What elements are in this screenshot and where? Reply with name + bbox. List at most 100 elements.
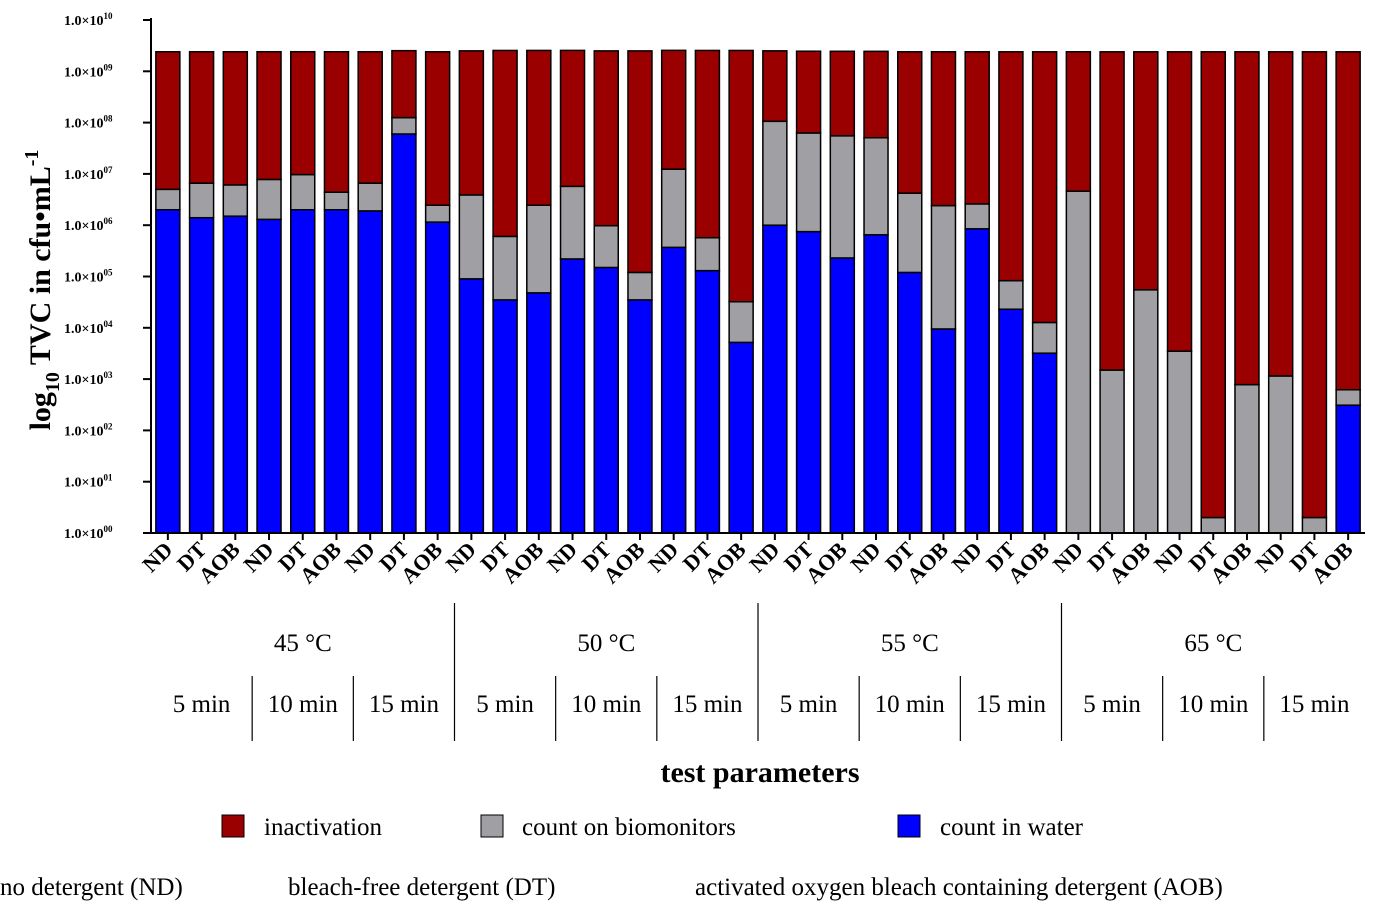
- bar-segment-inactivation: [1200, 51, 1226, 519]
- x-tick-label: ND: [643, 537, 683, 577]
- bar-segment-count-on-biomonitors: [1031, 321, 1058, 354]
- temperature-group-label: 55 °C: [881, 630, 939, 657]
- bar-segment-count-in-water: [694, 269, 721, 534]
- x-tick-label: AOB: [497, 537, 549, 589]
- y-tick-label: 1.0×1007: [64, 165, 113, 183]
- temperature-group-label: 65 °C: [1184, 630, 1242, 657]
- bar-segment-inactivation: [222, 50, 249, 186]
- bar-segment-inactivation: [290, 50, 316, 176]
- bar-segment-count-in-water: [424, 221, 451, 534]
- y-tick-label: 1.0×1009: [64, 62, 113, 80]
- bar-segment-count-on-biomonitors: [222, 184, 249, 217]
- bar-segment-inactivation: [323, 51, 350, 193]
- time-group-label: 10 min: [875, 691, 946, 718]
- bar-segment-inactivation: [694, 49, 721, 239]
- bar-segment-count-in-water: [155, 209, 181, 534]
- bar-segment-count-on-biomonitors: [1301, 516, 1328, 534]
- bar-segment-count-on-biomonitors: [627, 271, 653, 301]
- bar-segment-inactivation: [188, 50, 215, 184]
- footnote-aob: activated oxygen bleach containing deter…: [695, 874, 1223, 901]
- bar-segment-count-on-biomonitors: [391, 116, 417, 135]
- x-tick-label: ND: [845, 537, 885, 577]
- x-axis-title: test parameters: [660, 756, 859, 789]
- bar-segment-inactivation: [559, 49, 586, 188]
- time-group-label: 10 min: [571, 691, 642, 718]
- bar-segment-inactivation: [627, 50, 653, 274]
- bar-segment-count-on-biomonitors: [728, 301, 754, 344]
- x-tick-label: AOB: [902, 537, 954, 589]
- bar-segment-inactivation: [1335, 51, 1361, 391]
- bar-segment-count-on-biomonitors: [829, 135, 856, 259]
- footnote-dt: bleach-free detergent (DT): [288, 874, 555, 901]
- legend: inactivation count on biomonitors count …: [221, 814, 1084, 841]
- x-tick-label: ND: [340, 537, 380, 577]
- x-tick-label: ND: [1250, 537, 1290, 577]
- bar-segment-inactivation: [1099, 51, 1125, 371]
- bar-segment-inactivation: [998, 51, 1024, 282]
- bar-segment-count-on-biomonitors: [1267, 375, 1294, 534]
- bar-segment-inactivation: [593, 50, 619, 227]
- group-labels: 45 °C 50 °C 55 °C 65 °C 5 min 10 min 15 min 5 m…: [173, 603, 1350, 741]
- bar-segment-inactivation: [424, 51, 451, 206]
- bar-segment-count-on-biomonitors: [1335, 389, 1361, 406]
- bar-segment-count-in-water: [290, 209, 316, 534]
- y-tick-label: 1.0×1000: [64, 524, 113, 542]
- bar-segment-count-in-water: [458, 278, 485, 534]
- bar-segment-count-in-water: [897, 271, 923, 534]
- bar-segment-count-on-biomonitors: [559, 185, 586, 260]
- bar-segment-count-on-biomonitors: [998, 279, 1024, 310]
- y-tick-label: 1.0×1008: [64, 114, 113, 132]
- footnotes: no detergent (ND) bleach-free detergent …: [0, 874, 1223, 901]
- time-group-label: 5 min: [780, 691, 838, 718]
- x-tick-label: ND: [947, 537, 987, 577]
- bar-segment-count-in-water: [323, 209, 350, 534]
- bar-segment-inactivation: [1065, 51, 1092, 192]
- bar-segment-inactivation: [660, 49, 687, 170]
- x-tick-label: AOB: [598, 537, 650, 589]
- bar-segment-count-on-biomonitors: [458, 194, 485, 280]
- time-group-label: 10 min: [1178, 691, 1249, 718]
- bars-layer: [155, 49, 1361, 534]
- bar-segment-inactivation: [762, 50, 788, 123]
- x-tick-label: ND: [744, 537, 784, 577]
- footnote-nd: no detergent (ND): [0, 874, 183, 901]
- bar-segment-count-on-biomonitors: [323, 191, 350, 211]
- bar-segment-inactivation: [155, 51, 181, 191]
- x-tick-label: AOB: [1104, 537, 1156, 589]
- x-tick-labels: NDDTAOBNDDTAOBNDDTAOBNDDTAOBNDDTAOBNDDTA…: [137, 537, 1358, 589]
- legend-label-biomonitors: count on biomonitors: [522, 814, 736, 841]
- x-tick-label: ND: [238, 537, 278, 577]
- bar-segment-count-on-biomonitors: [155, 188, 181, 211]
- bar-segment-count-on-biomonitors: [1234, 383, 1260, 534]
- bar-segment-count-on-biomonitors: [863, 137, 889, 236]
- time-group-label: 5 min: [173, 691, 231, 718]
- time-group-label: 5 min: [1083, 691, 1141, 718]
- bar-segment-count-on-biomonitors: [424, 204, 451, 223]
- bar-segment-inactivation: [458, 50, 485, 196]
- time-group-label: 10 min: [268, 691, 339, 718]
- time-group-label: 15 min: [1279, 691, 1350, 718]
- legend-swatch-water: [897, 814, 921, 838]
- bar-segment-count-in-water: [593, 266, 619, 534]
- bar-segment-count-on-biomonitors: [256, 178, 282, 221]
- time-group-label: 15 min: [369, 691, 440, 718]
- axes-layer: [143, 18, 1365, 540]
- bar-segment-count-on-biomonitors: [1200, 516, 1226, 534]
- bar-segment-count-on-biomonitors: [1099, 369, 1125, 534]
- bar-segment-inactivation: [1166, 51, 1193, 352]
- bar-segment-count-on-biomonitors: [188, 182, 215, 219]
- bar-segment-count-on-biomonitors: [762, 120, 788, 226]
- legend-label-inactivation: inactivation: [264, 814, 383, 841]
- x-tick-label: AOB: [1003, 537, 1055, 589]
- bar-segment-count-in-water: [863, 234, 889, 534]
- bar-segment-count-on-biomonitors: [290, 173, 316, 211]
- bar-segment-count-in-water: [391, 133, 417, 534]
- bar-segment-count-in-water: [526, 292, 552, 534]
- legend-swatch-biomonitors: [480, 814, 504, 838]
- bar-segment-count-in-water: [829, 257, 856, 534]
- y-tick-label: 1.0×1004: [64, 319, 113, 337]
- time-group-label: 5 min: [476, 691, 534, 718]
- bar-segment-inactivation: [930, 51, 957, 207]
- bar-segment-count-on-biomonitors: [660, 168, 687, 249]
